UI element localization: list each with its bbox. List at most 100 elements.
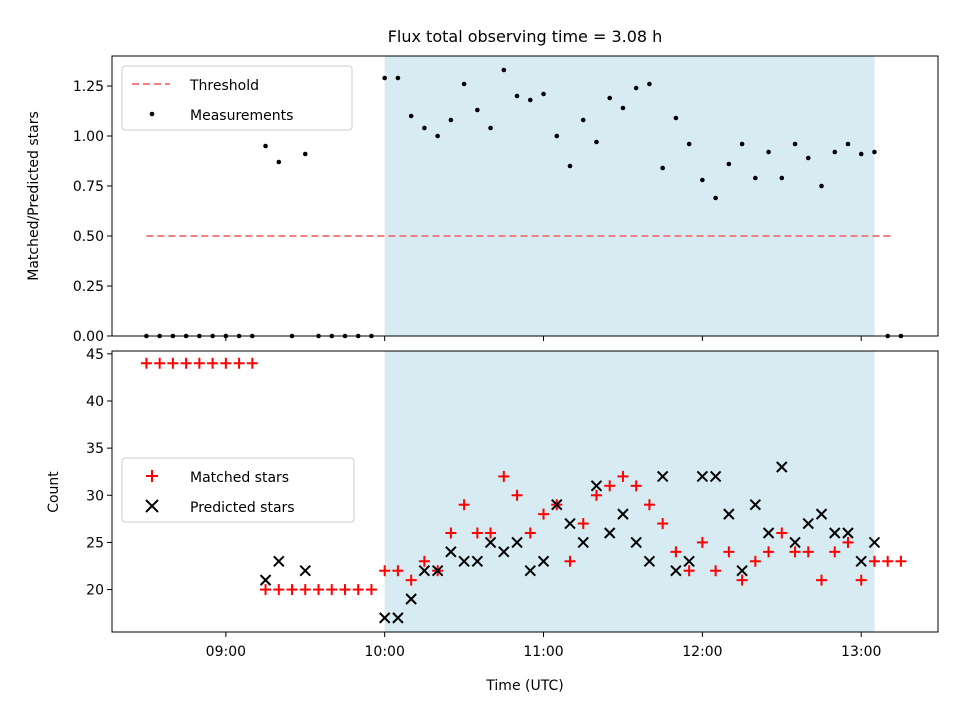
predicted-star-point: [498, 546, 510, 558]
measurement-point: [395, 75, 401, 81]
matched-star-point: [789, 546, 801, 558]
matched-star-point: [167, 357, 179, 369]
measurement-point: [713, 195, 718, 201]
matched-star-point: [365, 584, 377, 596]
x-tick-label: 10:00: [365, 644, 405, 660]
top-observing-window: [384, 56, 875, 336]
bottom-legend: Matched stars Predicted stars: [121, 457, 355, 523]
predicted-star-point: [405, 593, 417, 605]
observing-window-span: [384, 56, 875, 336]
measurement-point: [633, 85, 639, 91]
matched-star-point: [829, 546, 841, 558]
measurement-point: [647, 81, 652, 87]
matched-star-point: [260, 584, 272, 596]
matched-star-point: [418, 555, 430, 567]
matched-star-point: [855, 574, 867, 586]
measurement-point: [382, 75, 387, 81]
matched-star-point: [882, 555, 894, 567]
y-tick-label: 1.00: [73, 129, 104, 145]
matched-star-point: [670, 546, 682, 558]
predicted-star-point: [789, 536, 801, 549]
x-tick-label: 12:00: [682, 644, 722, 660]
top-y-axis: 0.00 0.25 0.50 0.75 1.00 1.25: [73, 79, 112, 345]
matched-star-point: [273, 584, 285, 596]
matched-star-point: [445, 527, 457, 539]
y-tick-label: 30: [86, 488, 104, 504]
measurement-point: [488, 125, 493, 131]
predicted-star-point: [749, 498, 762, 511]
predicted-star-point: [418, 565, 431, 577]
matched-star-point: [590, 489, 602, 501]
x-axis-label: Time (UTC): [485, 678, 563, 694]
measurement-point: [858, 151, 864, 157]
measurement-point: [726, 161, 732, 167]
y-tick-label: 25: [86, 535, 104, 551]
predicted-star-point: [617, 508, 629, 520]
matched-star-point: [816, 574, 828, 586]
measurement-point: [845, 141, 851, 147]
top-legend-box: [121, 65, 353, 131]
matched-star-point: [220, 357, 232, 369]
legend-predicted-stars: Predicted stars: [190, 500, 295, 516]
predicted-star-point: [259, 574, 272, 586]
legend-threshold: Threshold: [189, 78, 259, 94]
measurement-point: [766, 149, 771, 155]
matched-star-point: [604, 480, 616, 492]
matched-star-point: [140, 357, 152, 369]
predicted-star-point: [577, 536, 589, 549]
matched-star-point: [180, 357, 192, 369]
predicted-star-point: [842, 527, 854, 539]
predicted-star-point: [723, 508, 735, 520]
measurement-point: [475, 107, 480, 113]
matched-star-point: [233, 357, 245, 369]
measurement-point: [805, 155, 811, 161]
predicted-star-point: [762, 527, 775, 539]
x-tick-label: 13:00: [841, 644, 881, 660]
predicted-star-point: [537, 555, 550, 567]
matched-star-point: [154, 357, 166, 369]
y-tick-label: 0.00: [73, 329, 104, 345]
predicted-legend-swatch: [145, 499, 159, 513]
predicted-star-point: [670, 565, 682, 577]
matched-star-point: [458, 499, 470, 511]
matched-star-point: [577, 518, 589, 530]
predicted-star-point: [709, 470, 722, 483]
matched-star-point: [498, 470, 510, 482]
predicted-star-point: [551, 498, 563, 511]
matched-star-point: [193, 357, 205, 369]
matched-star-point: [749, 555, 761, 567]
measurement-point: [739, 141, 745, 147]
matched-star-point: [392, 565, 404, 577]
measurement-point: [527, 97, 533, 103]
matched-star-point: [895, 555, 907, 567]
predicted-star-point: [431, 565, 444, 577]
predicted-star-point: [471, 555, 484, 567]
matched-star-point: [802, 546, 814, 558]
measurement-point: [872, 149, 877, 155]
legend-measurements: Measurements: [190, 108, 293, 124]
predicted-star-point: [273, 555, 285, 567]
matched-star-point: [246, 357, 258, 369]
y-tick-label: 0.25: [73, 279, 104, 295]
predicted-star-point: [511, 536, 523, 549]
matched-star-point: [339, 584, 351, 596]
measurement-point: [819, 183, 824, 189]
matched-star-point: [286, 584, 298, 596]
predicted-star-point: [392, 612, 404, 624]
matched-star-point: [485, 527, 497, 539]
matched-star-point: [776, 527, 788, 539]
predicted-star-point: [696, 470, 709, 483]
matched-star-point: [511, 489, 523, 501]
matched-star-point: [524, 527, 536, 539]
top-x-ticks: [225, 336, 862, 341]
bottom-data-points: [140, 357, 907, 624]
measurement-point: [580, 117, 586, 123]
predicted-star-point: [643, 555, 656, 567]
predicted-star-point: [484, 536, 497, 549]
matched-star-point: [763, 546, 775, 558]
y-tick-label: 0.50: [73, 229, 104, 245]
matched-star-point: [643, 499, 655, 511]
measurement-point: [620, 105, 626, 111]
predicted-star-point: [458, 555, 470, 567]
measurement-point: [554, 133, 560, 139]
